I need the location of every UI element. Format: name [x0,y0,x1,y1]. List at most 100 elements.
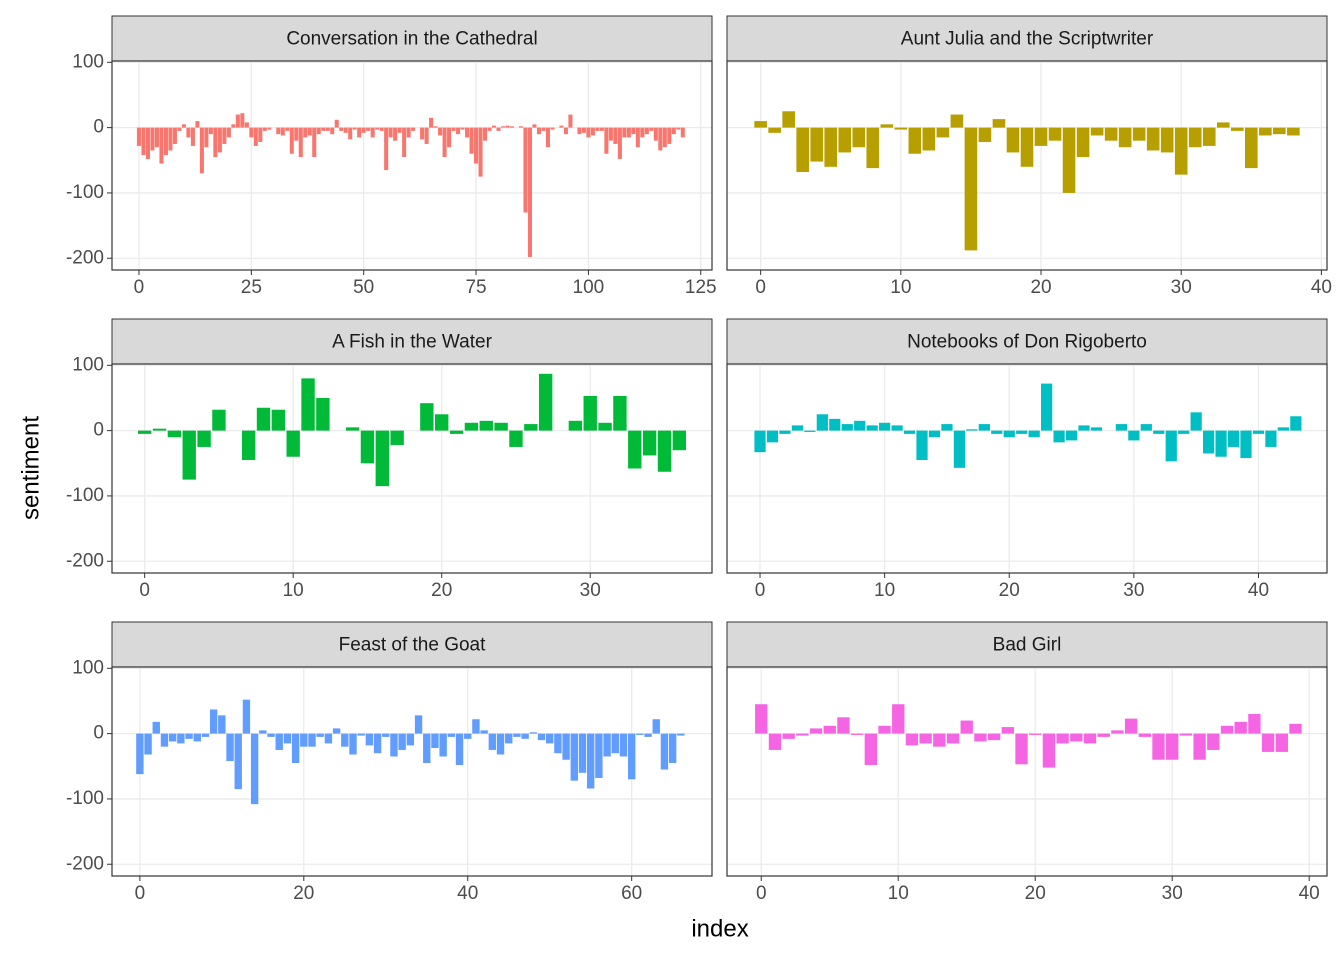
bar [987,733,1001,741]
bar [541,127,546,131]
bar [195,121,200,128]
bar [1230,127,1244,131]
y-tick-label: 0 [93,117,104,138]
bar [324,733,333,744]
x-tick-label: 0 [755,277,766,298]
bar [275,733,283,750]
bar [352,127,357,130]
bar [411,127,416,131]
bar [667,127,672,144]
bar [209,709,218,734]
x-tick-label: 20 [431,580,452,601]
bar [880,124,894,128]
bar [199,127,204,174]
x-tick-label: 10 [890,277,911,298]
bar [590,127,595,136]
bar [160,733,169,747]
bar [375,127,380,130]
bar [172,127,177,144]
bar [796,733,809,736]
bar [256,407,271,431]
bar [144,733,152,755]
bar [523,127,528,213]
x-tick-label: 30 [1171,277,1192,298]
bar [657,430,672,472]
bar [950,114,964,128]
x-tick-label: 0 [756,883,767,904]
panel-border [111,363,713,574]
bar [456,127,461,135]
bar [879,422,891,431]
bar [218,715,226,734]
bar [1277,427,1289,431]
bar [536,127,541,135]
bar [298,127,303,158]
bar [197,430,211,447]
x-tick-label: 20 [999,580,1020,601]
bar [1261,733,1275,752]
bar [577,127,582,135]
bar [357,733,365,736]
bar [550,127,555,130]
bar [181,124,186,128]
bar [488,733,497,750]
bar [894,127,908,130]
bar [406,127,411,138]
panel-background [112,667,712,876]
bar [167,430,182,438]
bar [662,127,667,148]
bar [587,733,595,789]
bar [642,430,657,456]
bar [1124,718,1138,734]
bar [658,127,663,151]
bar [447,127,452,148]
bar [451,127,456,131]
bar [291,733,300,764]
bar [136,127,141,146]
x-tick-label: 20 [293,883,314,904]
bar [581,127,586,133]
bar [217,127,222,153]
panel-background [112,61,712,270]
y-tick-label: 100 [72,354,104,375]
bar [1062,127,1076,193]
y-tick-label: -200 [66,247,104,268]
bar [159,127,164,164]
bar [455,733,464,765]
bar [393,127,398,141]
y-tick-label: -200 [66,550,104,571]
bar [435,414,449,431]
bar [420,403,434,431]
bar [852,127,866,148]
bar [136,733,144,775]
bar [554,733,562,754]
bar [1065,430,1078,441]
bar [1234,721,1247,734]
bar [1111,730,1124,734]
strip [111,15,713,62]
bar [1083,733,1097,744]
bar [829,418,841,431]
bar [464,733,472,739]
bar [1006,127,1020,153]
bar [398,733,406,750]
bar [562,733,570,760]
bar [916,430,928,461]
bar [283,733,292,744]
x-tick-label: 30 [580,580,601,601]
bar [905,733,919,746]
bar [603,733,611,757]
bar [366,127,371,131]
bar [141,127,146,156]
bar [1174,127,1188,175]
bar [1146,127,1160,151]
bar [226,733,234,762]
bar [1190,412,1202,431]
bar [185,733,193,739]
bar [766,430,779,443]
bar [294,127,299,141]
bar [154,127,159,148]
bar [460,127,465,130]
bar [928,430,941,438]
bar [474,127,479,164]
